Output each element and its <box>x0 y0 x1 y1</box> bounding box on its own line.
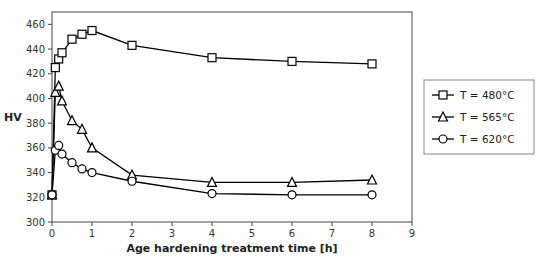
series-marker <box>288 191 296 199</box>
series-marker <box>54 81 63 90</box>
series-marker <box>48 190 57 199</box>
series-marker <box>368 175 377 184</box>
series-marker <box>368 191 376 199</box>
x-tick <box>292 222 293 226</box>
x-tick <box>412 222 413 226</box>
legend-marker <box>439 91 447 99</box>
x-axis-label: Age hardening treatment time [h] <box>126 242 337 255</box>
legend-box <box>424 80 534 154</box>
legend-label: T = 565°C <box>459 111 515 123</box>
y-tick-label: 320 <box>26 192 45 203</box>
series-marker <box>58 96 67 105</box>
y-tick-label: 400 <box>26 93 45 104</box>
y-tick <box>48 73 52 74</box>
legend-label: T = 620°C <box>459 133 515 145</box>
series-marker <box>128 177 136 185</box>
series-line <box>52 86 372 195</box>
y-tick <box>48 49 52 50</box>
series-marker <box>78 124 87 133</box>
series-marker <box>78 30 86 38</box>
series-marker <box>78 165 86 173</box>
x-tick-label: 2 <box>129 228 135 239</box>
series-marker <box>368 60 376 68</box>
series-marker <box>58 49 66 57</box>
x-tick-label: 9 <box>409 228 415 239</box>
series-marker <box>208 190 216 198</box>
y-tick <box>48 123 52 124</box>
legend: T = 480°C T = 565°C T = 620°C <box>424 80 534 154</box>
x-tick-label: 3 <box>169 228 175 239</box>
y-tick-label: 460 <box>26 19 45 30</box>
series-marker <box>128 41 136 49</box>
series-marker <box>48 191 56 199</box>
series-marker <box>48 191 56 199</box>
x-tick <box>132 222 133 226</box>
x-tick-label: 4 <box>209 228 215 239</box>
series-marker <box>88 143 97 152</box>
plot-area <box>48 27 377 199</box>
series-marker <box>68 116 77 125</box>
y-tick-label: 440 <box>26 44 45 55</box>
y-tick-label: 380 <box>26 118 45 129</box>
x-tick <box>372 222 373 226</box>
series-marker <box>208 54 216 62</box>
series-marker <box>68 159 76 167</box>
series-marker <box>88 169 96 177</box>
y-tick-label: 300 <box>26 217 45 228</box>
x-tick-label: 0 <box>49 228 55 239</box>
x-tick <box>212 222 213 226</box>
x-tick-label: 5 <box>249 228 255 239</box>
series-marker <box>68 35 76 43</box>
series-line <box>52 31 372 195</box>
x-tick-label: 1 <box>89 228 95 239</box>
y-tick-label: 420 <box>26 68 45 79</box>
series-marker <box>55 141 63 149</box>
x-tick <box>252 222 253 226</box>
x-tick <box>332 222 333 226</box>
y-tick <box>48 222 52 223</box>
x-tick-label: 8 <box>369 228 375 239</box>
x-tick-label: 7 <box>329 228 335 239</box>
y-axis-label: HV <box>4 111 22 124</box>
x-tick <box>172 222 173 226</box>
series-marker <box>208 177 217 186</box>
series-marker <box>51 64 59 72</box>
series-line <box>52 145 372 194</box>
series-marker <box>88 27 96 35</box>
legend-marker <box>439 135 447 143</box>
x-tick <box>92 222 93 226</box>
series-marker <box>288 57 296 65</box>
y-tick <box>48 172 52 173</box>
x-tick-label: 6 <box>289 228 295 239</box>
legend-marker <box>439 112 448 121</box>
y-tick-label: 360 <box>26 142 45 153</box>
series-marker <box>288 177 297 186</box>
series-marker <box>58 150 66 158</box>
y-tick <box>48 98 52 99</box>
plot-frame <box>52 12 412 222</box>
y-tick <box>48 24 52 25</box>
x-tick <box>52 222 53 226</box>
y-tick-label: 340 <box>26 167 45 178</box>
legend-label: T = 480°C <box>459 89 515 101</box>
